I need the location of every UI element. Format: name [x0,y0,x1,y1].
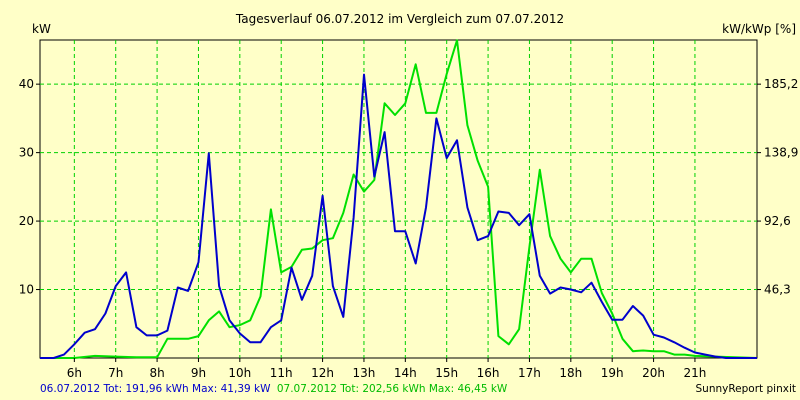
y-tick-label-left: 40 [19,77,34,91]
y-tick-label-left: 20 [19,214,34,228]
x-tick-label: 13h [353,366,376,380]
y-tick-label-left: 30 [19,146,34,160]
x-tick-label: 8h [149,366,164,380]
plot-area [39,39,758,359]
x-tick-label: 18h [559,366,582,380]
x-tick-label: 7h [108,366,123,380]
x-tick-label: 11h [270,366,293,380]
footer-series-2: 07.07.2012 Tot: 202,56 kWh Max: 46,45 kW [277,383,508,395]
y-tick-label-right: 46,3 [764,283,791,297]
y-tick-label-right: 92,6 [764,214,791,228]
footer-credit: SunnyReport pinxit [696,383,796,395]
x-tick-label: 19h [601,366,624,380]
x-tick-label: 14h [394,366,417,380]
x-tick-label: 10h [228,366,251,380]
y-tick-label-right: 185,2 [764,77,798,91]
left-axis-unit: kW [32,22,51,36]
footer-legend: 06.07.2012 Tot: 191,96 kWh Max: 41,39 kW… [40,383,508,395]
right-axis-unit: kW/kWp [%] [722,22,796,36]
x-tick-label: 16h [477,366,500,380]
x-tick-label: 20h [642,366,665,380]
x-tick-label: 15h [435,366,458,380]
chart-title: Tagesverlauf 06.07.2012 im Vergleich zum… [235,12,564,26]
x-tick-label: 21h [684,366,707,380]
x-tick-label: 6h [67,366,82,380]
series-line-2 [40,39,758,359]
x-tick-label: 9h [191,366,206,380]
x-tick-label: 12h [311,366,334,380]
y-tick-label-left: 10 [19,283,34,297]
series-line-1 [40,73,757,359]
y-tick-label-right: 138,9 [764,146,798,160]
x-tick-label: 17h [518,366,541,380]
footer-series-1: 06.07.2012 Tot: 191,96 kWh Max: 41,39 kW [40,383,271,395]
